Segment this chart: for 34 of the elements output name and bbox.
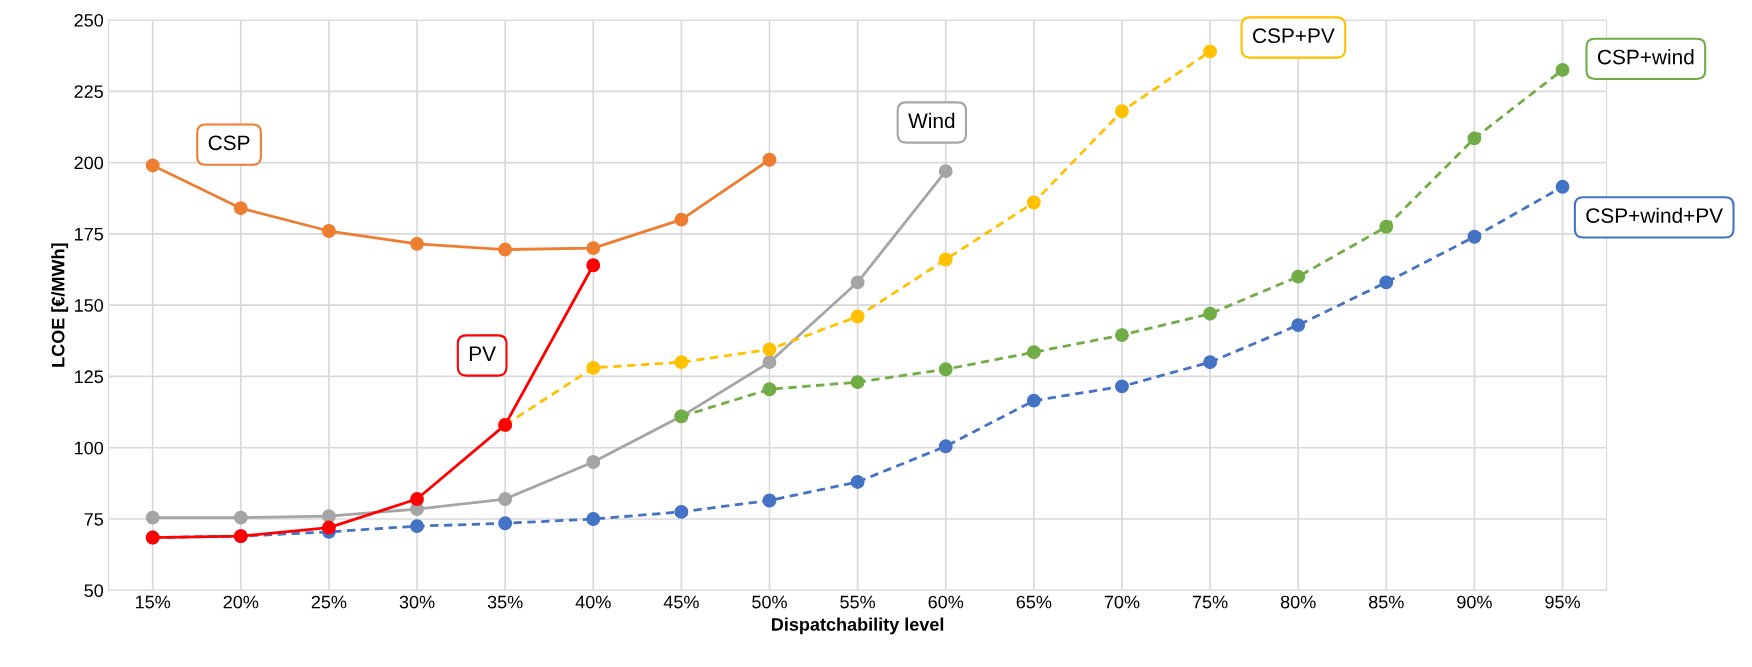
x-tick-label: 20% — [223, 595, 259, 609]
x-tick-label: 25% — [311, 595, 347, 609]
y-tick-label: 50 — [84, 584, 104, 598]
y-axis-title: LCOE [€/MWh] — [51, 243, 69, 367]
x-tick-label: 65% — [1016, 595, 1052, 609]
series-label: CSP+PV — [1253, 28, 1335, 44]
series-label: Wind — [908, 112, 955, 129]
x-tick-label: 45% — [663, 595, 699, 609]
y-tick-label: 150 — [75, 299, 104, 312]
y-tick-label: 175 — [75, 227, 104, 241]
x-tick-label: 55% — [840, 595, 876, 609]
x-tick-label: 95% — [1545, 595, 1580, 609]
y-tick-label: 75 — [84, 513, 104, 526]
x-tick-label: 15% — [135, 595, 171, 609]
y-tick-label: 250 — [74, 13, 104, 27]
series-label: CSP — [208, 135, 250, 151]
x-tick-label: 35% — [487, 595, 523, 609]
x-tick-label: 50% — [752, 595, 787, 609]
x-tick-label: 90% — [1457, 595, 1492, 609]
x-tick-label: 75% — [1192, 595, 1228, 609]
series-label: CSP+wind — [1597, 49, 1694, 65]
y-tick-label: 200 — [74, 156, 104, 170]
series-label: PV — [469, 346, 496, 361]
y-tick-label: 125 — [75, 370, 104, 384]
y-tick-label: 100 — [75, 441, 104, 455]
x-tick-label: 60% — [928, 595, 964, 609]
x-tick-label: 30% — [399, 595, 435, 609]
x-tick-label: 85% — [1369, 595, 1404, 609]
x-tick-label: 80% — [1280, 595, 1316, 609]
y-tick-label: 225 — [74, 85, 104, 99]
x-tick-label: 70% — [1104, 595, 1140, 609]
x-axis-title: Dispatchability level — [772, 617, 944, 635]
x-tick-label: 40% — [575, 595, 611, 609]
series-label: CSP+wind+PV — [1586, 207, 1723, 223]
